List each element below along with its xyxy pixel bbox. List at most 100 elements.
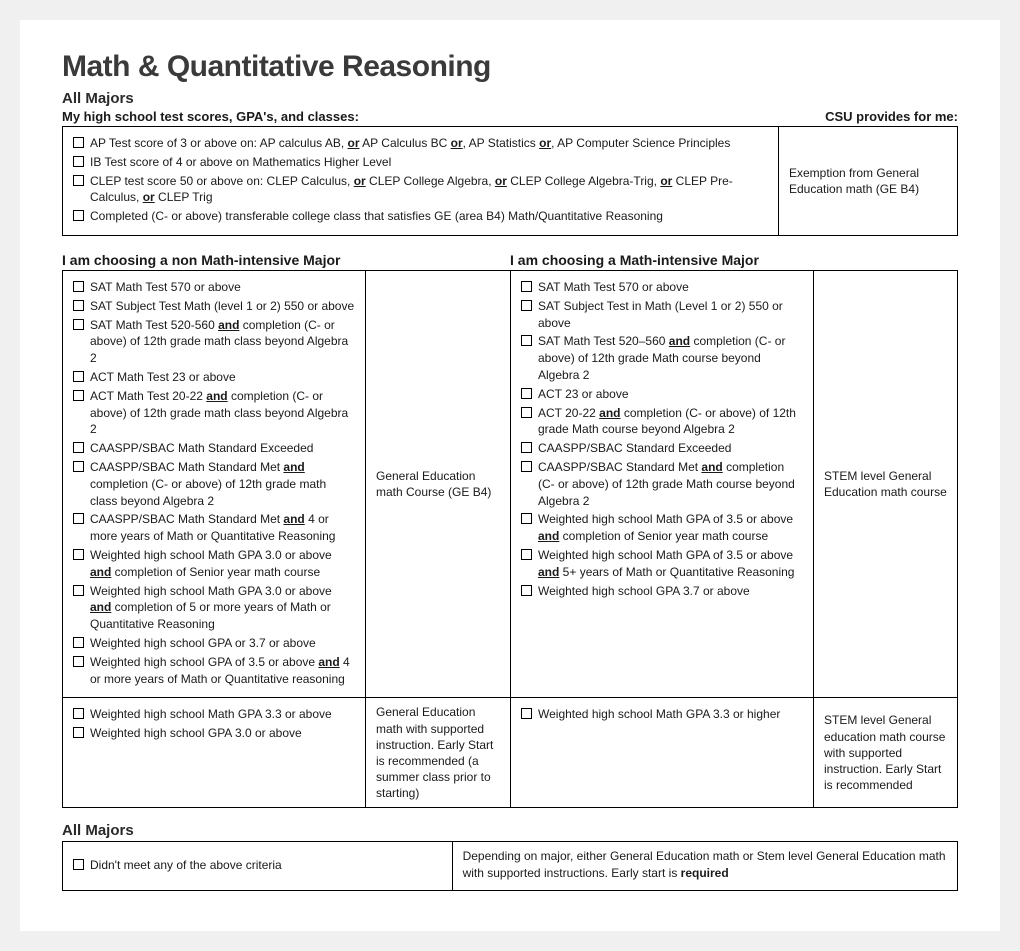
- check-item-text: SAT Math Test 520-560 and completion (C-…: [90, 317, 355, 367]
- check-item-text: CAASPP/SBAC Math Standard Met and comple…: [90, 459, 355, 509]
- check-item: Weighted high school Math GPA 3.3 or hig…: [521, 706, 803, 723]
- check-item-text: CAASPP/SBAC Math Standard Exceeded: [90, 440, 355, 457]
- check-item: SAT Subject Test Math (level 1 or 2) 550…: [73, 298, 355, 315]
- check-item-text: SAT Math Test 570 or above: [538, 279, 803, 296]
- bottom-item-text: Didn't meet any of the above criteria: [90, 857, 282, 874]
- check-item: AP Test score of 3 or above on: AP calcu…: [73, 135, 768, 152]
- check-item: Weighted high school GPA 3.7 or above: [521, 583, 803, 600]
- checkbox-icon[interactable]: [521, 461, 532, 472]
- checkbox-icon[interactable]: [73, 708, 84, 719]
- page: Math & Quantitative Reasoning All Majors…: [20, 20, 1000, 931]
- check-item: CAASPP/SBAC Math Standard Exceeded: [73, 440, 355, 457]
- check-item-text: Weighted high school GPA 3.0 or above: [90, 725, 355, 742]
- check-item-text: Weighted high school Math GPA 3.0 or abo…: [90, 583, 355, 633]
- check-item: ACT Math Test 20-22 and completion (C- o…: [73, 388, 355, 438]
- ni-r2-provides-text: General Education math with supported in…: [376, 704, 500, 801]
- non-intensive-r1-criteria: SAT Math Test 570 or above SAT Subject Te…: [62, 270, 365, 698]
- checkbox-icon[interactable]: [73, 156, 84, 167]
- checkbox-icon[interactable]: [73, 859, 84, 870]
- ni-r1-provides-text: General Education math Course (GE B4): [376, 468, 500, 500]
- my-scores-heading: My high school test scores, GPA's, and c…: [62, 109, 359, 124]
- non-intensive-r2-criteria: Weighted high school Math GPA 3.3 or abo…: [62, 698, 365, 808]
- main-grid-row2: Weighted high school Math GPA 3.3 or abo…: [62, 698, 958, 808]
- check-item: ACT 23 or above: [521, 386, 803, 403]
- check-item-text: ACT Math Test 23 or above: [90, 369, 355, 386]
- check-item: SAT Subject Test in Math (Level 1 or 2) …: [521, 298, 803, 332]
- checkbox-icon[interactable]: [73, 281, 84, 292]
- check-item: Completed (C- or above) transferable col…: [73, 208, 768, 225]
- check-item-text: CLEP test score 50 or above on: CLEP Cal…: [90, 173, 768, 207]
- non-intensive-col: SAT Math Test 570 or above SAT Subject Te…: [62, 270, 510, 698]
- check-item: Weighted high school GPA or 3.7 or above: [73, 635, 355, 652]
- checkbox-icon[interactable]: [73, 656, 84, 667]
- checkbox-icon[interactable]: [73, 637, 84, 648]
- check-item: Weighted high school Math GPA 3.0 or abo…: [73, 547, 355, 581]
- check-item: Weighted high school Math GPA 3.0 or abo…: [73, 583, 355, 633]
- csu-provides-heading: CSU provides for me:: [825, 109, 958, 124]
- checkbox-icon[interactable]: [73, 442, 84, 453]
- check-item-text: IB Test score of 4 or above on Mathemati…: [90, 154, 768, 171]
- top-provides-text: Exemption from General Education math (G…: [789, 165, 947, 197]
- check-item: SAT Math Test 570 or above: [73, 279, 355, 296]
- intensive-r2-provides: STEM level General education math course…: [813, 698, 958, 808]
- intensive-r1-criteria: SAT Math Test 570 or above SAT Subject Te…: [510, 270, 813, 698]
- check-item: SAT Math Test 570 or above: [521, 279, 803, 296]
- check-item-text: Weighted high school Math GPA 3.0 or abo…: [90, 547, 355, 581]
- check-item: IB Test score of 4 or above on Mathemati…: [73, 154, 768, 171]
- checkbox-icon[interactable]: [73, 513, 84, 524]
- check-item-text: SAT Math Test 520–560 and completion (C-…: [538, 333, 803, 383]
- checkbox-icon[interactable]: [73, 585, 84, 596]
- checkbox-icon[interactable]: [73, 727, 84, 738]
- check-item: SAT Math Test 520–560 and completion (C-…: [521, 333, 803, 383]
- checkbox-icon[interactable]: [73, 549, 84, 560]
- check-item-text: ACT 23 or above: [538, 386, 803, 403]
- non-intensive-r2-provides: General Education math with supported in…: [365, 698, 510, 808]
- check-item-text: Completed (C- or above) transferable col…: [90, 208, 768, 225]
- bottom-criteria-box: Didn't meet any of the above criteria: [62, 841, 452, 891]
- checkbox-icon[interactable]: [521, 585, 532, 596]
- check-item-text: Weighted high school Math GPA of 3.5 or …: [538, 511, 803, 545]
- bottom-provides-box: Depending on major, either General Educa…: [452, 841, 958, 891]
- checkbox-icon[interactable]: [521, 549, 532, 560]
- checkbox-icon[interactable]: [521, 442, 532, 453]
- check-item-text: Weighted high school Math GPA of 3.5 or …: [538, 547, 803, 581]
- check-item: CAASPP/SBAC Math Standard Met and 4 or m…: [73, 511, 355, 545]
- check-item-text: SAT Subject Test Math (level 1 or 2) 550…: [90, 298, 355, 315]
- checkbox-icon[interactable]: [73, 390, 84, 401]
- check-item: ACT 20-22 and completion (C- or above) o…: [521, 405, 803, 439]
- checkbox-icon[interactable]: [521, 407, 532, 418]
- checkbox-icon[interactable]: [73, 461, 84, 472]
- check-item: CAASPP/SBAC Standard Met and completion …: [521, 459, 803, 509]
- checkbox-icon[interactable]: [521, 513, 532, 524]
- check-item-text: CAASPP/SBAC Standard Met and completion …: [538, 459, 803, 509]
- checkbox-icon[interactable]: [73, 371, 84, 382]
- bottom-section: All Majors Didn't meet any of the above …: [62, 822, 958, 891]
- check-item: CAASPP/SBAC Math Standard Met and comple…: [73, 459, 355, 509]
- checkbox-icon[interactable]: [521, 388, 532, 399]
- checkbox-icon[interactable]: [73, 300, 84, 311]
- checkbox-icon[interactable]: [521, 708, 532, 719]
- checkbox-icon[interactable]: [73, 210, 84, 221]
- checkbox-icon[interactable]: [73, 137, 84, 148]
- checkbox-icon[interactable]: [521, 335, 532, 346]
- check-item-text: Weighted high school GPA or 3.7 or above: [90, 635, 355, 652]
- checkbox-icon[interactable]: [521, 281, 532, 292]
- intensive-heading: I am choosing a Math-intensive Major: [510, 252, 958, 268]
- check-item-text: ACT 20-22 and completion (C- or above) o…: [538, 405, 803, 439]
- check-item-text: Weighted high school GPA of 3.5 or above…: [90, 654, 355, 688]
- check-item: Weighted high school Math GPA 3.3 or abo…: [73, 706, 355, 723]
- checkbox-icon[interactable]: [73, 175, 84, 186]
- intensive-col: SAT Math Test 570 or above SAT Subject Te…: [510, 270, 958, 698]
- header-left: All Majors My high school test scores, G…: [62, 90, 359, 124]
- check-item-text: Weighted high school GPA 3.7 or above: [538, 583, 803, 600]
- check-item: SAT Math Test 520-560 and completion (C-…: [73, 317, 355, 367]
- intensive-r1-provides: STEM level General Education math course: [813, 270, 958, 698]
- top-grid: AP Test score of 3 or above on: AP calcu…: [62, 126, 958, 236]
- check-item: Didn't meet any of the above criteria: [73, 857, 282, 874]
- check-item-text: ACT Math Test 20-22 and completion (C- o…: [90, 388, 355, 438]
- checkbox-icon[interactable]: [73, 319, 84, 330]
- section-headers: I am choosing a non Math-intensive Major…: [62, 252, 958, 268]
- checkbox-icon[interactable]: [521, 300, 532, 311]
- all-majors-heading: All Majors: [62, 90, 359, 107]
- bottom-grid: Didn't meet any of the above criteria De…: [62, 841, 958, 891]
